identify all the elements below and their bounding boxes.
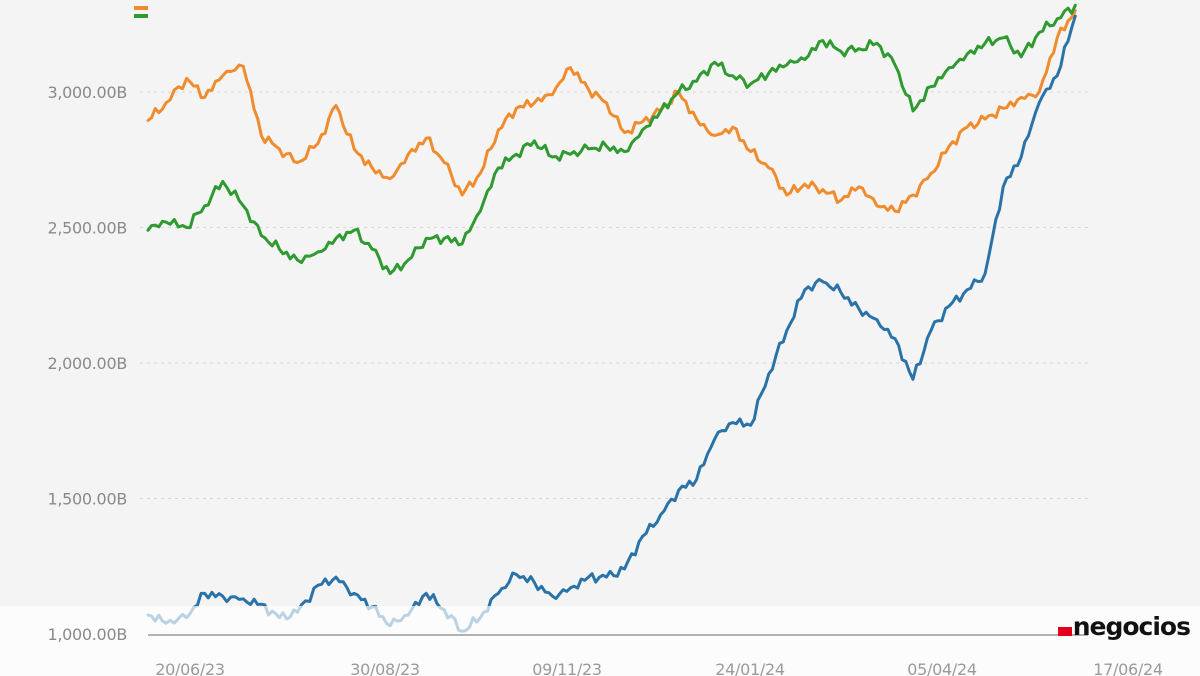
- x-tick-label: 17/06/24: [1093, 660, 1163, 676]
- negocios-logo: negocios: [1057, 612, 1191, 641]
- y-tick-label: 1,500.00B: [47, 490, 127, 509]
- series-layer: [146, 3, 1077, 633]
- lower-fade-overlay: [0, 606, 1200, 676]
- series-line-0: [146, 9, 1077, 214]
- legend-swatch-orange: [134, 6, 148, 10]
- x-tick-label: 09/11/23: [532, 660, 601, 676]
- y-tick-label: 1,000.00B: [47, 625, 127, 644]
- series-line-2: [146, 14, 1077, 633]
- y-tick-label: 3,000.00B: [47, 83, 127, 102]
- logo-text: negocios: [1072, 612, 1191, 641]
- y-axis: 1,000.00B 1,500.00B 2,000.00B 2,500.00B 3,00…: [47, 83, 127, 644]
- y-tick-label: 2,500.00B: [47, 219, 127, 238]
- logo-mark: [1057, 627, 1072, 636]
- x-tick-label: 30/08/23: [350, 660, 419, 676]
- series-line-1: [146, 3, 1077, 276]
- y-tick-label: 2,000.00B: [47, 354, 127, 373]
- x-tick-label: 20/06/23: [155, 660, 224, 676]
- x-tick-label: 24/01/24: [715, 660, 785, 676]
- legend: [134, 6, 148, 18]
- x-tick-label: 05/04/24: [907, 660, 977, 676]
- x-axis: 20/06/23 30/08/23 09/11/23 24/01/24 05/04/24…: [155, 660, 1163, 676]
- legend-swatch-green: [134, 14, 148, 18]
